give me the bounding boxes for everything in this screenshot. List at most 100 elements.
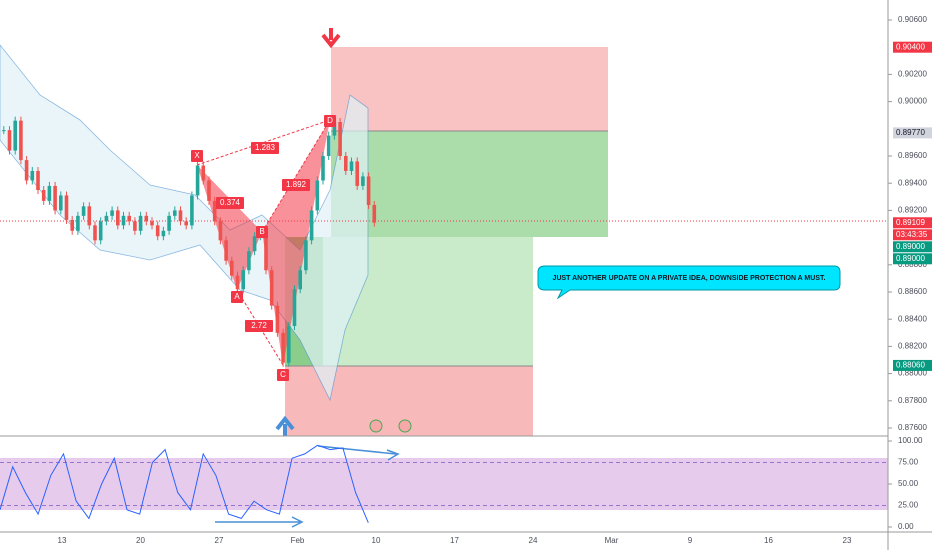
down-arrow — [321, 28, 341, 49]
pattern-label: X — [194, 151, 200, 160]
pattern-label: C — [280, 370, 286, 379]
y-tick-label: 0.87800 — [898, 396, 927, 405]
candle — [30, 170, 35, 181]
candle — [230, 260, 234, 276]
price-tag — [893, 241, 932, 253]
ratio-label: 1.892 — [286, 180, 307, 189]
bollinger-bands — [0, 44, 369, 402]
y-tick-label: 0.90600 — [898, 15, 927, 24]
candle — [70, 219, 74, 231]
price-tag — [893, 217, 932, 229]
candle — [7, 130, 12, 151]
x-tick-label: 10 — [372, 536, 381, 545]
candle — [241, 270, 245, 290]
candle — [349, 161, 354, 171]
price-tag — [893, 127, 932, 139]
candle — [321, 156, 325, 181]
y-tick-label: 0.90200 — [898, 70, 927, 79]
y-tick-label: 0.89600 — [898, 151, 927, 160]
candle — [201, 165, 206, 181]
candle — [81, 206, 86, 216]
candle — [207, 180, 211, 201]
x-tick-label: 13 — [58, 536, 67, 545]
candle — [19, 120, 23, 161]
candle — [64, 195, 69, 220]
price-tag-label: 0.89109 — [896, 218, 925, 227]
candle — [184, 221, 188, 226]
candle — [235, 275, 240, 290]
ratio-box — [216, 197, 244, 209]
x-tick-label: 9 — [688, 536, 693, 545]
stoch-tick-label: 100.00 — [898, 436, 923, 445]
y-tick-label: 0.87600 — [898, 423, 927, 432]
y-tick-label: 0.88000 — [898, 369, 927, 378]
candle — [315, 180, 320, 211]
pattern-point — [324, 115, 336, 127]
pattern-point — [277, 369, 289, 381]
stoch-tick-label: 50.00 — [898, 479, 919, 488]
candle — [41, 190, 46, 201]
pattern-xab — [197, 165, 262, 290]
candle — [218, 221, 223, 241]
y-tick-label: 0.88200 — [898, 342, 927, 351]
price-tag — [893, 359, 932, 371]
candle — [309, 210, 314, 241]
candle — [161, 230, 166, 237]
x-tick-label: 24 — [529, 536, 538, 545]
price-tag-label: 0.90400 — [896, 42, 925, 51]
icon[interactable] — [398, 419, 412, 433]
candle — [281, 332, 285, 363]
y-tick-label: 0.88400 — [898, 314, 927, 323]
icon[interactable] — [369, 419, 383, 433]
y-tick-label: 0.90000 — [898, 97, 927, 106]
candle — [47, 185, 52, 201]
candle — [287, 326, 291, 363]
price-tag-label: 0.89000 — [896, 254, 925, 263]
pattern-label: A — [234, 292, 240, 301]
stoch-tick-label: 0.00 — [898, 522, 914, 531]
candle — [247, 251, 251, 271]
pattern-label: B — [259, 227, 264, 236]
x-tick-label: 16 — [764, 536, 773, 545]
pattern-point — [231, 291, 243, 303]
annotation-bubble — [537, 265, 841, 300]
x-tick-label: Feb — [291, 536, 305, 545]
candle — [13, 120, 17, 151]
candle — [344, 156, 348, 171]
annotation-text: JUST ANOTHER UPDATE ON A PRIVATE IDEA, D… — [553, 275, 826, 282]
stoch-tick-label: 75.00 — [898, 458, 919, 467]
stoch-line — [0, 444, 369, 523]
y-tick-label: 0.88600 — [898, 287, 927, 296]
y-tick-label: 0.89200 — [898, 206, 927, 215]
price-tag — [893, 253, 932, 265]
candle — [155, 225, 160, 237]
candle — [98, 221, 103, 241]
stoch-band — [0, 458, 888, 510]
candle — [292, 289, 297, 326]
candle — [338, 122, 342, 156]
candle — [298, 270, 302, 290]
stoch-tick-label: 25.00 — [898, 501, 919, 510]
candle — [138, 215, 143, 231]
candle — [252, 236, 257, 252]
divergence-arrows — [215, 445, 400, 528]
candle — [104, 215, 109, 222]
pattern-point — [256, 226, 268, 238]
candle — [304, 240, 308, 271]
candle — [332, 122, 337, 136]
ratio-box — [251, 142, 279, 154]
candle — [36, 170, 40, 190]
candle — [361, 176, 365, 186]
y-tick-label: 0.88800 — [898, 260, 927, 269]
candle — [93, 225, 97, 241]
candle — [366, 176, 371, 205]
candle — [173, 210, 177, 216]
candle — [121, 215, 126, 226]
candle — [53, 185, 57, 211]
candle — [24, 160, 29, 181]
x-tick-label: Mar — [605, 536, 619, 545]
ratio-label: 1.283 — [255, 143, 276, 152]
y-tick-label: 0.89400 — [898, 178, 927, 187]
candle — [212, 200, 217, 222]
candle — [2, 130, 6, 132]
